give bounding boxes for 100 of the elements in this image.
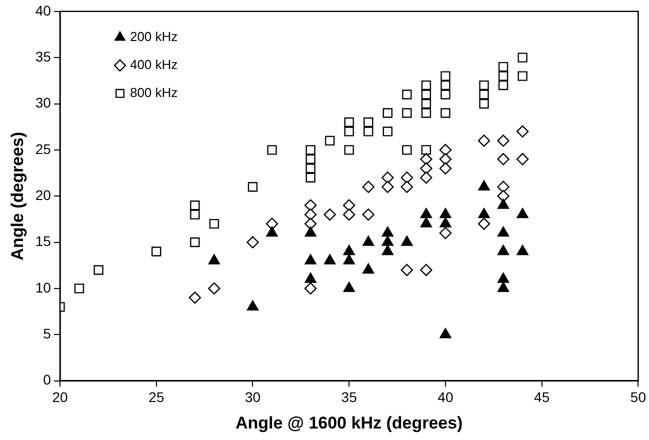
point <box>497 134 510 147</box>
point <box>362 236 374 246</box>
point <box>497 244 510 256</box>
point <box>344 126 354 136</box>
point <box>479 90 489 100</box>
point <box>342 199 356 212</box>
point <box>248 182 258 192</box>
point <box>362 208 374 221</box>
point <box>420 217 432 228</box>
point <box>478 180 490 190</box>
legend-label: 200 kHz <box>130 28 178 44</box>
point <box>421 108 432 118</box>
point <box>344 117 354 128</box>
y-tick-label: 20 <box>35 186 52 203</box>
point <box>498 62 508 72</box>
point <box>439 162 452 174</box>
point <box>382 226 394 237</box>
y-tick-label: 15 <box>35 233 52 250</box>
point <box>478 218 490 230</box>
point <box>306 154 316 164</box>
point <box>364 117 374 128</box>
y-tick-label: 25 <box>35 140 52 157</box>
point <box>497 198 510 209</box>
point <box>343 244 355 256</box>
point <box>440 217 452 228</box>
point <box>516 125 529 138</box>
point <box>304 282 317 295</box>
point <box>440 80 450 90</box>
point <box>306 145 316 155</box>
point <box>382 180 394 193</box>
point <box>364 126 374 136</box>
point <box>402 108 412 118</box>
point <box>190 200 200 210</box>
point <box>152 246 162 256</box>
point <box>190 210 200 220</box>
point <box>516 153 529 166</box>
point <box>420 264 432 276</box>
x-tick-label: 50 <box>630 389 646 406</box>
point <box>382 108 392 118</box>
point <box>362 180 374 193</box>
point <box>420 153 432 166</box>
point <box>382 244 394 256</box>
x-tick-label: 35 <box>341 389 358 406</box>
point <box>74 284 84 294</box>
point <box>439 226 452 240</box>
x-tick-label: 45 <box>534 389 550 406</box>
point <box>266 226 278 237</box>
point <box>304 199 317 212</box>
point <box>420 172 432 184</box>
point <box>421 80 432 90</box>
point <box>516 244 528 256</box>
point <box>266 218 278 230</box>
point <box>343 282 355 292</box>
x-axis-title: Angle @ 1600 kHz (degrees) <box>235 413 463 432</box>
legend-label: 400 kHz <box>130 56 178 72</box>
point <box>421 90 432 100</box>
point <box>246 300 259 311</box>
point <box>209 218 220 229</box>
point <box>208 254 220 264</box>
point <box>304 272 316 283</box>
point <box>304 208 317 221</box>
point <box>382 236 394 246</box>
point <box>400 172 414 184</box>
point <box>208 282 220 295</box>
y-tick-label: 40 <box>35 2 52 18</box>
point <box>497 180 510 193</box>
point <box>401 236 413 246</box>
point <box>497 282 510 292</box>
point <box>324 136 335 146</box>
point <box>246 236 259 248</box>
point <box>440 71 450 81</box>
point <box>421 145 432 155</box>
point <box>306 164 316 174</box>
point <box>518 71 528 81</box>
point <box>190 237 200 248</box>
point <box>518 52 528 62</box>
point <box>362 263 374 274</box>
point <box>439 153 452 166</box>
point <box>440 108 450 118</box>
point <box>94 265 104 275</box>
point <box>342 208 356 221</box>
point <box>304 218 317 230</box>
y-tick-label: 0 <box>43 372 52 388</box>
point <box>402 90 412 100</box>
point <box>497 226 510 237</box>
point <box>400 180 414 193</box>
point <box>498 71 508 81</box>
x-tick-label: 25 <box>148 389 164 406</box>
point <box>479 80 489 90</box>
point <box>498 80 508 90</box>
point <box>324 208 336 221</box>
point <box>440 208 452 218</box>
x-tick-label: 40 <box>438 389 454 406</box>
point <box>440 90 450 100</box>
point <box>478 134 490 147</box>
x-tick-label: 30 <box>244 389 261 406</box>
point <box>324 254 336 264</box>
y-tick-label: 35 <box>35 48 52 64</box>
point <box>402 145 412 155</box>
point <box>479 98 489 109</box>
